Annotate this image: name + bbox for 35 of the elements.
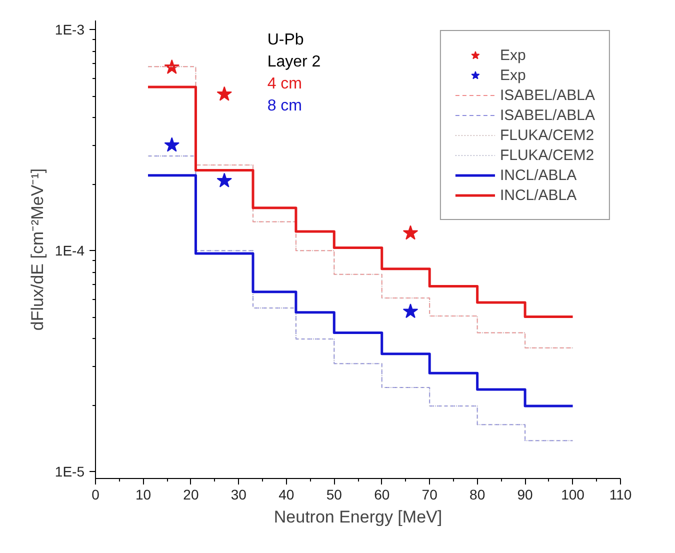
y-tick-label: 1E-5 [54, 464, 85, 480]
point [164, 59, 180, 74]
x-tick-label: 20 [183, 486, 199, 502]
x-tick-label: 10 [135, 486, 152, 502]
y-tick-label: 1E-3 [54, 22, 85, 38]
y-axis-title: dFlux/dE [cm⁻²MeV⁻¹] [28, 168, 47, 331]
legend-label: Exp [500, 66, 526, 85]
legend-label: FLUKA/CEM2 [500, 126, 594, 145]
x-tick-label: 90 [517, 486, 534, 502]
annotation: 4 cm [267, 75, 302, 92]
x-tick-label: 40 [278, 486, 294, 502]
legend-label: Exp [500, 46, 526, 65]
annotation: U-Pb [267, 31, 304, 48]
legend-label: INCL/ABLA [500, 166, 577, 185]
annotation: Layer 2 [267, 53, 321, 70]
legend-label: INCL/ABLA [500, 186, 577, 205]
point [216, 86, 232, 101]
x-axis-title: Neutron Energy [MeV] [274, 508, 442, 526]
x-tick-label: 70 [422, 486, 438, 502]
annotation: 8 cm [267, 97, 302, 114]
x-tick-label: 0 [92, 486, 100, 502]
point [402, 225, 418, 240]
point [402, 304, 418, 318]
point [164, 137, 180, 152]
x-tick-label: 110 [609, 486, 632, 502]
x-tick-label: 30 [230, 486, 247, 502]
legend-label: FLUKA/CEM2 [500, 146, 594, 165]
x-tick-label: 100 [561, 486, 585, 502]
y-tick-label: 1E-4 [54, 242, 85, 259]
x-tick-label: 50 [326, 486, 342, 502]
x-tick-label: 60 [374, 486, 390, 502]
x-tick-label: 80 [470, 486, 486, 502]
legend-label: ISABEL/ABLA [500, 86, 595, 105]
point [216, 172, 232, 188]
legend-label: ISABEL/ABLA [500, 106, 595, 125]
